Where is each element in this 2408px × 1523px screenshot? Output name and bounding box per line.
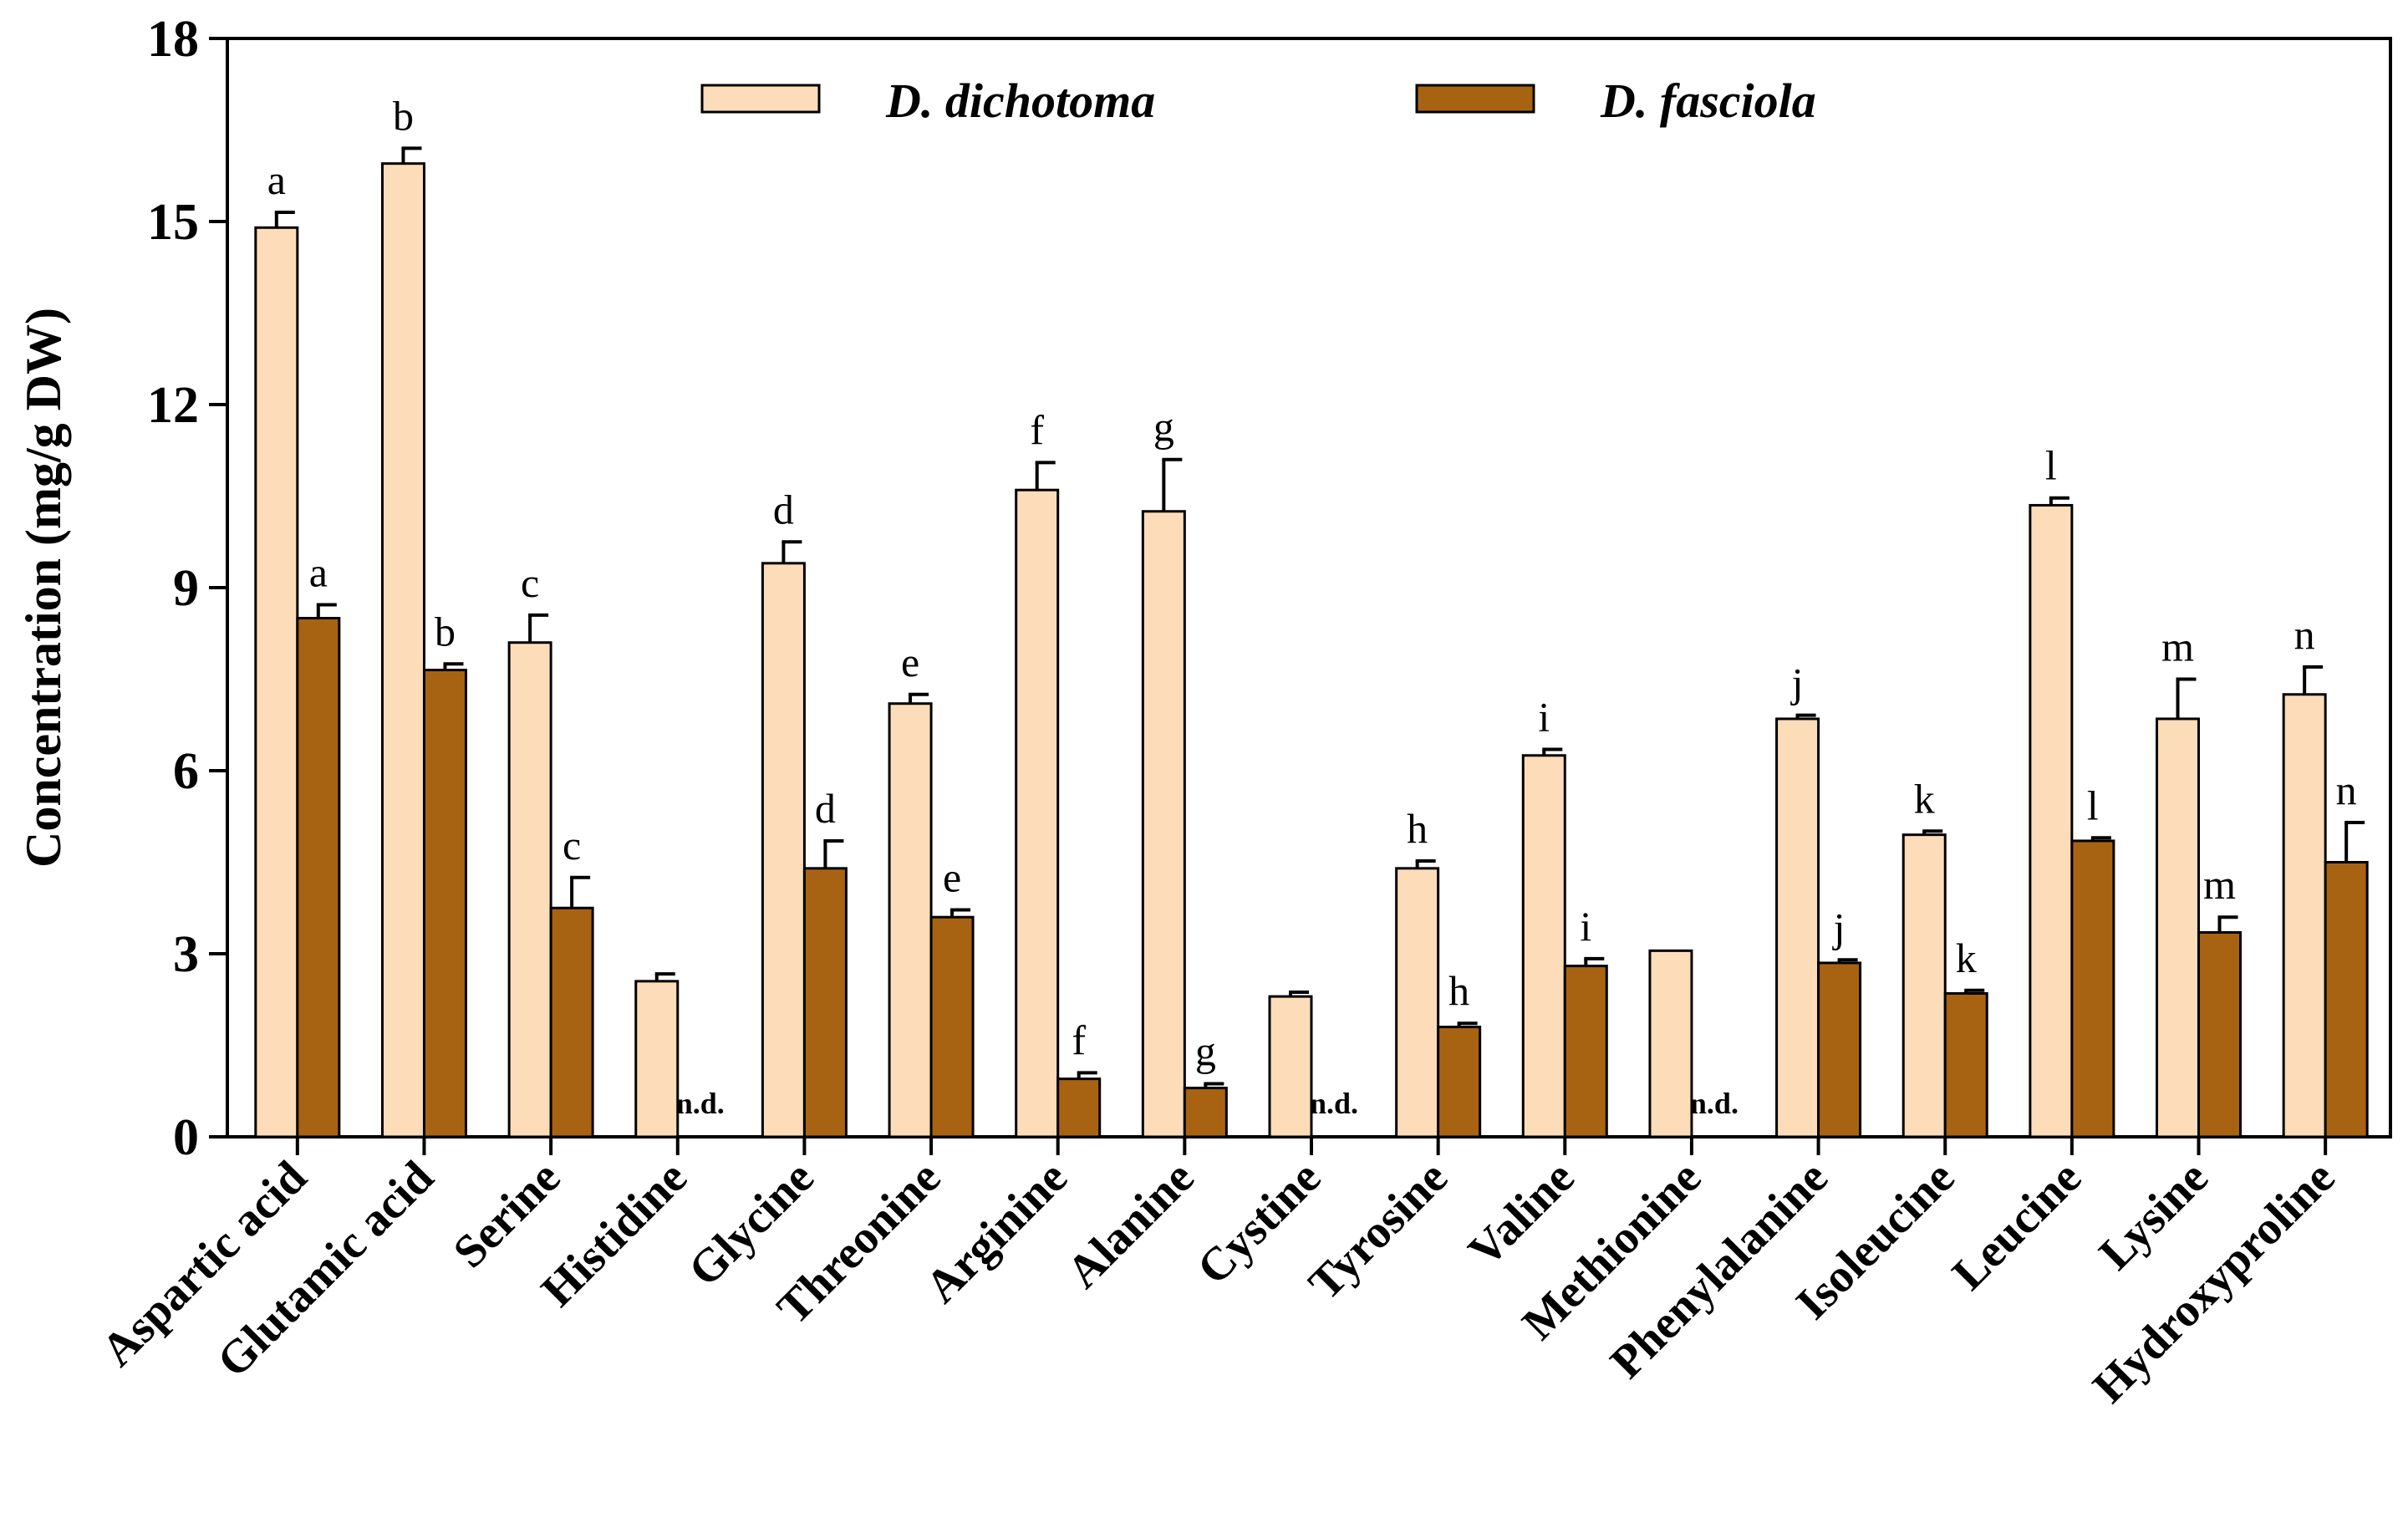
legend-swatch xyxy=(700,84,821,114)
x-category-label: Valine xyxy=(1459,1151,1584,1276)
not-detected-label: n.d. xyxy=(676,1087,725,1120)
significance-letter: h xyxy=(1407,805,1428,852)
bar-d-fasciola xyxy=(296,617,341,1138)
bar-d-dichotoma xyxy=(380,162,425,1138)
y-tick-label: 0 xyxy=(173,1109,199,1166)
legend-label: D. fasciola xyxy=(1600,74,1816,128)
not-detected-label: n.d. xyxy=(1310,1087,1358,1120)
bar-d-dichotoma xyxy=(2029,503,2074,1138)
bar-d-fasciola xyxy=(802,867,848,1138)
bar-d-dichotoma xyxy=(888,702,933,1138)
bar-d-dichotoma xyxy=(1141,510,1186,1138)
significance-letter: d xyxy=(773,486,794,532)
bar-d-dichotoma xyxy=(1775,717,1820,1138)
x-category-label: Leucine xyxy=(1942,1151,2091,1300)
significance-letter: j xyxy=(1832,904,1845,950)
x-category-label: Arginine xyxy=(915,1151,1077,1312)
x-category-label: Serine xyxy=(444,1151,571,1278)
significance-letter: h xyxy=(1448,967,1469,1014)
significance-letter: f xyxy=(1030,406,1044,453)
significance-letter: l xyxy=(2087,782,2099,828)
bar-d-dichotoma xyxy=(1395,867,1440,1138)
bar-d-fasciola xyxy=(549,906,594,1138)
significance-letter: a xyxy=(267,156,286,203)
y-tick-label: 3 xyxy=(173,926,199,983)
significance-letter: g xyxy=(1153,404,1174,451)
significance-letter: c xyxy=(563,822,581,868)
bar-d-fasciola xyxy=(929,915,975,1138)
legend-label: D. dichotoma xyxy=(885,74,1155,128)
significance-letter: k xyxy=(1914,775,1935,822)
not-detected-label: n.d. xyxy=(1690,1087,1739,1120)
bar-d-fasciola xyxy=(2070,839,2115,1138)
significance-letter: i xyxy=(1580,903,1591,950)
significance-letter: b xyxy=(435,608,456,655)
significance-letter: m xyxy=(2203,861,2236,908)
significance-letter: e xyxy=(901,639,919,685)
significance-letter: g xyxy=(1195,1027,1216,1074)
bar-d-dichotoma xyxy=(507,641,552,1138)
y-tick-label: 12 xyxy=(147,377,199,434)
bar-d-fasciola xyxy=(2197,930,2243,1138)
bar-d-dichotoma xyxy=(2156,717,2201,1138)
bar-d-fasciola xyxy=(1056,1077,1102,1138)
bar-d-fasciola xyxy=(1943,991,1988,1138)
bar-d-dichotoma xyxy=(1268,995,1313,1138)
y-axis-label: Concentration (mg/g DW) xyxy=(16,308,71,868)
bar-d-fasciola xyxy=(1183,1087,1228,1138)
significance-letter: f xyxy=(1072,1016,1086,1063)
bar-d-fasciola xyxy=(1817,961,1862,1138)
x-category-label: Alanine xyxy=(1057,1151,1204,1298)
bar-d-dichotoma xyxy=(1521,754,1566,1138)
y-tick-label: 6 xyxy=(173,743,199,800)
bar-d-fasciola xyxy=(1437,1026,1482,1138)
bar-d-dichotoma xyxy=(1015,488,1060,1138)
significance-letter: e xyxy=(943,853,961,900)
significance-letter: d xyxy=(815,785,836,832)
bar-d-dichotoma xyxy=(254,226,299,1138)
significance-letter: n xyxy=(2336,767,2357,813)
significance-letter: k xyxy=(1956,935,1977,981)
significance-letter: c xyxy=(521,559,539,606)
bar-d-fasciola xyxy=(1563,965,1608,1138)
bar-d-fasciola xyxy=(2324,861,2369,1138)
y-tick-label: 18 xyxy=(147,11,199,68)
significance-letter: n xyxy=(2294,611,2315,658)
significance-letter: b xyxy=(393,92,414,139)
bar-d-dichotoma xyxy=(634,980,680,1138)
y-tick-label: 9 xyxy=(173,560,199,617)
x-category-label: Glutamic acid xyxy=(207,1151,444,1388)
significance-letter: j xyxy=(1790,660,1804,706)
bar-d-dichotoma xyxy=(1901,833,1947,1138)
significance-letter: a xyxy=(309,548,328,595)
legend-swatch xyxy=(1415,84,1535,114)
x-category-label: Phenylalanine xyxy=(1601,1151,1838,1388)
y-tick-label: 15 xyxy=(147,194,199,251)
x-category-label: Tyrosine xyxy=(1299,1151,1458,1310)
bar-d-dichotoma xyxy=(761,562,806,1138)
bar-d-dichotoma xyxy=(2282,693,2327,1138)
bar-d-fasciola xyxy=(422,669,467,1138)
bar-d-dichotoma xyxy=(1648,949,1693,1138)
significance-letter: i xyxy=(1538,693,1550,740)
significance-letter: l xyxy=(2045,442,2057,489)
significance-letter: m xyxy=(2161,624,2194,670)
